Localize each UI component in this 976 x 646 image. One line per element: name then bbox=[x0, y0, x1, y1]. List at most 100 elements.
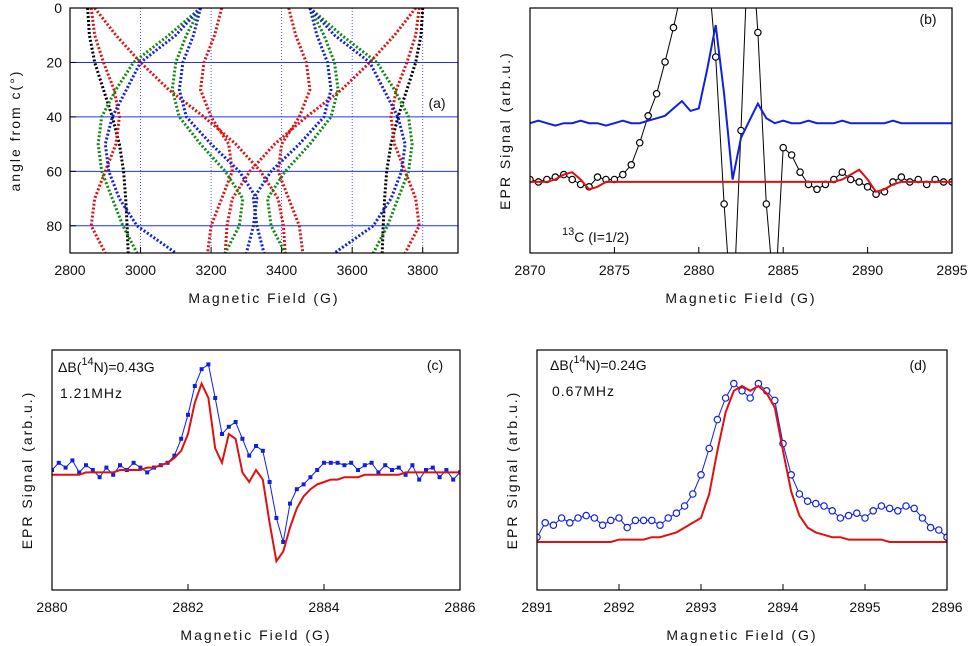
data-point bbox=[118, 463, 122, 468]
data-point bbox=[787, 151, 796, 159]
data-point bbox=[705, 444, 714, 453]
data-point bbox=[861, 514, 869, 522]
data-point bbox=[590, 514, 599, 522]
data-point bbox=[672, 509, 681, 518]
data-point bbox=[362, 463, 367, 468]
data-point bbox=[593, 173, 602, 181]
data-point bbox=[811, 499, 820, 508]
y-tick-label: 0 bbox=[54, 0, 62, 16]
data-point bbox=[403, 472, 408, 477]
data-curve bbox=[276, 8, 312, 253]
data-point bbox=[680, 502, 689, 510]
data-point bbox=[451, 477, 456, 482]
data-point bbox=[656, 521, 664, 530]
x-tick-label: 2895 bbox=[849, 599, 880, 615]
x-tick-label: 2880 bbox=[683, 262, 714, 278]
data-point bbox=[863, 183, 872, 191]
data-point bbox=[322, 460, 326, 465]
data-point bbox=[247, 453, 252, 458]
data-curve bbox=[223, 8, 417, 253]
data-point bbox=[356, 468, 360, 472]
data-point bbox=[63, 465, 68, 470]
data-curve bbox=[170, 8, 245, 253]
x-tick-label: 2800 bbox=[54, 262, 85, 278]
data-point bbox=[796, 168, 804, 176]
data-point bbox=[639, 516, 648, 525]
data-point bbox=[549, 521, 558, 530]
data-line bbox=[537, 382, 947, 538]
data-point bbox=[885, 504, 894, 513]
data-point bbox=[424, 468, 428, 472]
data-point bbox=[335, 460, 340, 465]
data-point bbox=[813, 185, 821, 194]
data-point bbox=[349, 460, 354, 465]
annotation-note: 0.67MHz bbox=[552, 383, 615, 399]
panel-label: (c) bbox=[427, 357, 443, 373]
data-point bbox=[281, 540, 286, 544]
x-tick-label: 2892 bbox=[603, 599, 634, 615]
data-point bbox=[131, 460, 136, 465]
plot-frame bbox=[536, 349, 948, 591]
data-point bbox=[390, 468, 394, 472]
data-curve bbox=[198, 8, 234, 253]
data-point bbox=[869, 506, 878, 515]
data-point bbox=[652, 89, 661, 98]
annotation-text: N)=0.43G bbox=[94, 359, 155, 375]
data-point bbox=[138, 465, 143, 470]
x-tick-label: 2890 bbox=[852, 262, 883, 278]
data-point bbox=[56, 460, 61, 465]
x-tick-label: 3400 bbox=[266, 262, 297, 278]
data-point bbox=[294, 487, 299, 492]
x-tick-label: 3600 bbox=[337, 262, 368, 278]
data-curve bbox=[308, 8, 414, 253]
data-point bbox=[902, 502, 910, 510]
annotation-text: C (I=1/2) bbox=[574, 229, 629, 245]
data-point bbox=[664, 514, 673, 522]
data-point bbox=[582, 511, 591, 520]
data-point bbox=[893, 506, 902, 515]
data-point bbox=[721, 394, 730, 402]
data-curve bbox=[265, 8, 340, 253]
data-point bbox=[838, 168, 847, 176]
data-point bbox=[52, 468, 54, 472]
data-point bbox=[396, 465, 401, 470]
data-point bbox=[661, 58, 669, 66]
data-curve bbox=[86, 8, 130, 253]
data-point bbox=[697, 470, 705, 479]
data-point bbox=[855, 178, 863, 186]
data-curve bbox=[308, 8, 407, 253]
data-point bbox=[437, 475, 442, 480]
y-tick-label: 20 bbox=[46, 54, 62, 70]
data-point bbox=[301, 482, 306, 487]
data-point bbox=[598, 521, 607, 530]
y-tick-label: 40 bbox=[46, 109, 62, 125]
data-point bbox=[720, 200, 728, 208]
x-tick-label: 3200 bbox=[196, 262, 227, 278]
x-tick-label: 2891 bbox=[521, 599, 552, 615]
data-point bbox=[631, 516, 640, 525]
data-point bbox=[934, 526, 943, 534]
data-point bbox=[619, 170, 627, 179]
x-tick-label: 2885 bbox=[768, 262, 799, 278]
data-point bbox=[376, 470, 381, 475]
data-point bbox=[226, 424, 231, 429]
data-point bbox=[186, 412, 190, 417]
annotation: ΔB(14N)=0.24G bbox=[550, 354, 647, 373]
data-point bbox=[844, 511, 853, 520]
x-tick-label: 2894 bbox=[767, 599, 798, 615]
data-point bbox=[627, 161, 636, 169]
y-axis-title: angle from c(°) bbox=[7, 70, 23, 192]
x-tick-label: 2875 bbox=[599, 262, 630, 278]
data-point bbox=[254, 444, 258, 448]
annotation-text: ΔB( bbox=[58, 359, 82, 375]
x-axis-title: Magnetic Field (G) bbox=[665, 290, 816, 306]
data-point bbox=[918, 514, 927, 522]
data-curve bbox=[103, 8, 202, 253]
data-point bbox=[111, 472, 116, 477]
data-point bbox=[315, 468, 320, 472]
x-tick-label: 2893 bbox=[685, 599, 716, 615]
data-point bbox=[568, 175, 577, 184]
plot-area bbox=[530, 8, 952, 253]
data-point bbox=[836, 514, 845, 522]
